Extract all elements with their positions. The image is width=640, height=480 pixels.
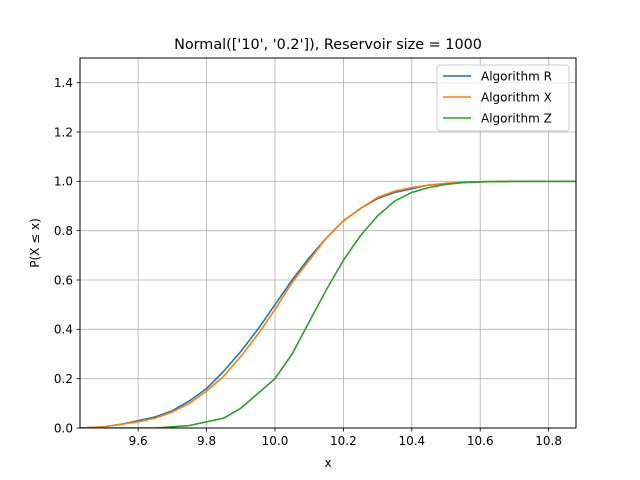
legend-label: Algorithm Z — [481, 111, 552, 125]
y-tick-label: 0.6 — [54, 273, 73, 287]
x-tick-label: 10.2 — [330, 434, 357, 448]
chart-title: Normal(['10', '0.2']), Reservoir size = … — [174, 37, 482, 53]
x-axis-label: x — [324, 456, 331, 470]
x-axis: 9.6 9.8 10.0 10.2 10.4 10.6 10.8 — [129, 428, 562, 448]
plot-frame — [79, 57, 577, 429]
x-tick-label: 10.0 — [262, 434, 289, 448]
y-tick-label: 0.2 — [54, 372, 73, 386]
legend-label: Algorithm R — [481, 69, 552, 83]
y-tick-label: 0.8 — [54, 224, 73, 238]
y-axis-label: P(X ≤ x) — [28, 218, 42, 268]
x-tick-label: 9.6 — [129, 434, 148, 448]
y-tick-label: 0.4 — [54, 323, 73, 337]
x-tick-label: 10.6 — [467, 434, 494, 448]
y-tick-label: 1.4 — [54, 76, 73, 90]
series-line-3 — [80, 180, 576, 428]
legend: Algorithm R Algorithm X Algorithm Z — [436, 64, 570, 132]
y-tick-label: 0.0 — [54, 421, 73, 435]
y-axis: 0.0 0.2 0.4 0.6 0.8 1.0 1.2 1.4 — [54, 76, 80, 435]
x-tick-label: 9.8 — [197, 434, 216, 448]
x-tick-label: 10.4 — [398, 434, 425, 448]
y-tick-label: 1.2 — [54, 125, 73, 139]
legend-label: Algorithm X — [481, 90, 552, 104]
y-tick-label: 1.0 — [54, 175, 73, 189]
x-tick-label: 10.8 — [535, 434, 562, 448]
legend-box — [436, 64, 570, 132]
series-layer — [80, 180, 576, 428]
